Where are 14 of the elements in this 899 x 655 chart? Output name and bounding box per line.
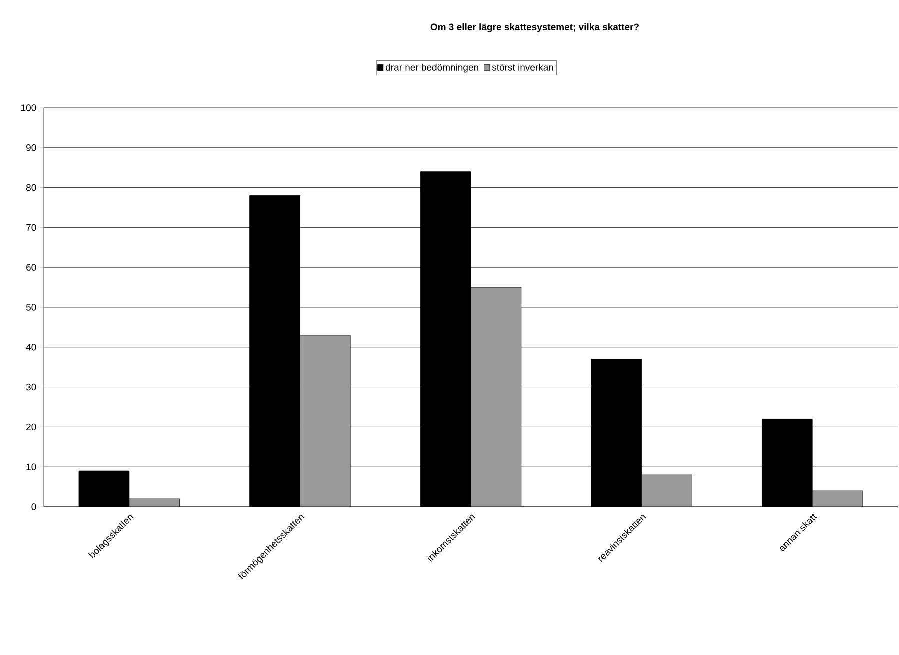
y-tick-label: 90 (26, 144, 36, 152)
legend-label: drar ner bedömningen (386, 64, 478, 73)
y-tick-label: 30 (26, 384, 36, 391)
y-tick-label: 20 (26, 424, 36, 431)
chart-title: Om 3 eller lägre skattesystemet; vilka skatter? (430, 24, 639, 32)
y-tick-label: 50 (26, 304, 36, 311)
y-tick-label: 70 (26, 224, 36, 232)
y-tick-label: 60 (26, 264, 36, 271)
y-tick-label: 40 (26, 344, 36, 351)
y-tick-label: 100 (22, 104, 36, 112)
y-tick-label: 10 (26, 464, 36, 470)
legend-label: störst inverkan (492, 64, 554, 71)
y-tick-label: 0 (32, 504, 36, 510)
y-tick-label: 80 (26, 184, 36, 192)
